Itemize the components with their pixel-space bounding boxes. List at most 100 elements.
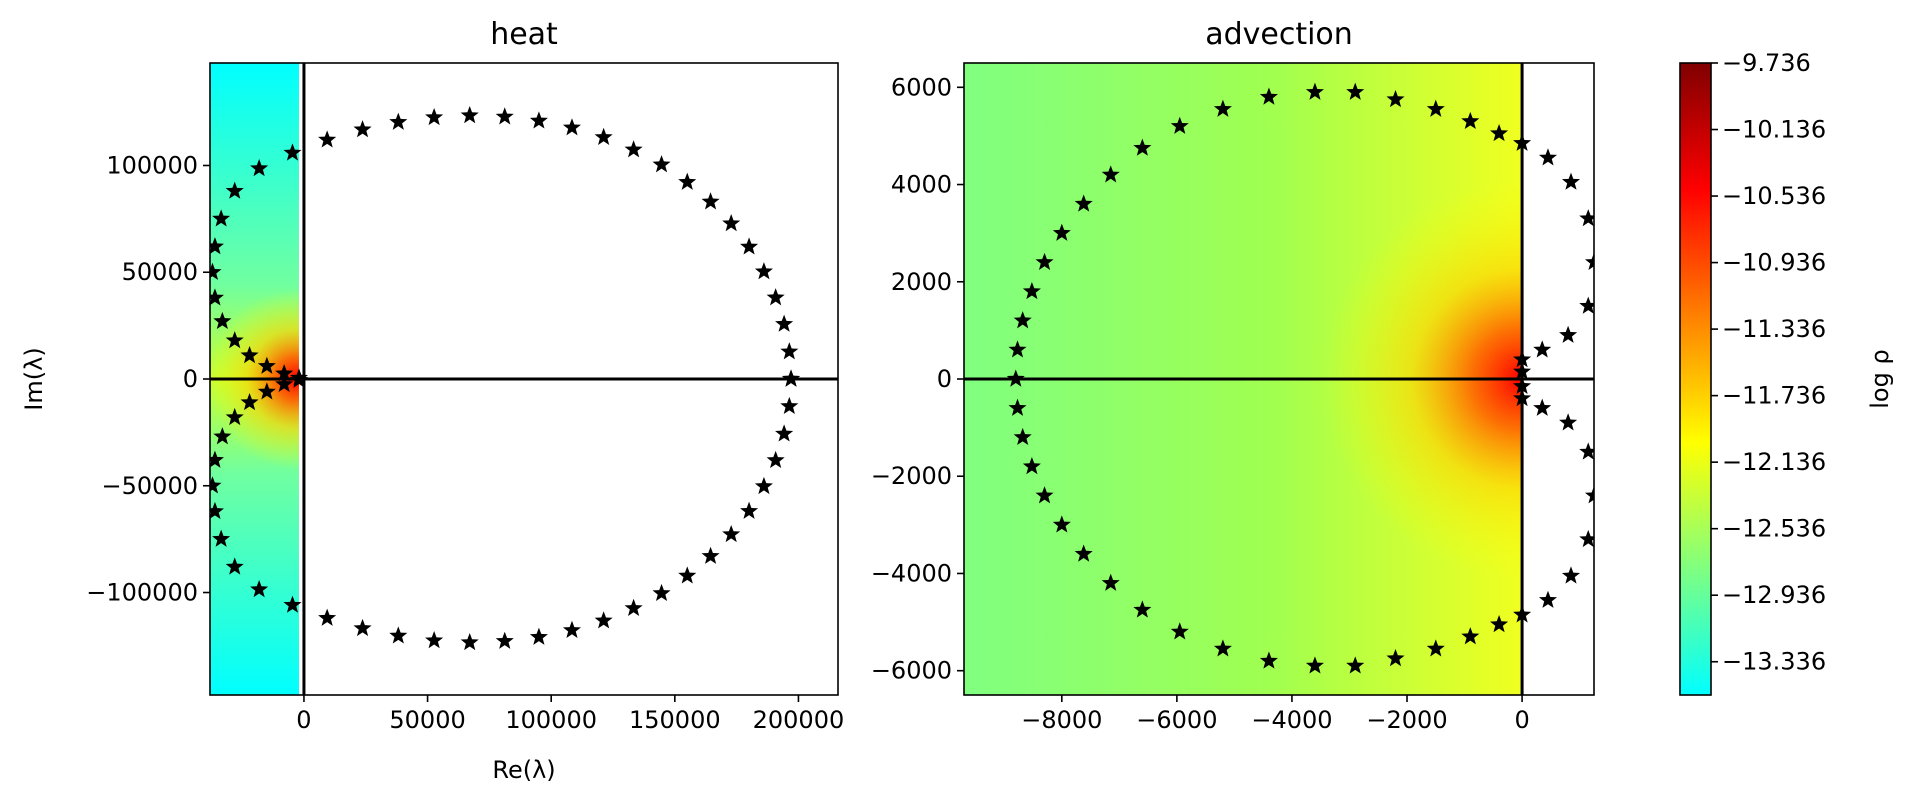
data-point — [1259, 651, 1278, 669]
data-point — [1008, 398, 1027, 416]
colorbar-tick-label: −9.736 — [1722, 49, 1811, 77]
data-point — [722, 214, 741, 232]
data-point — [1538, 590, 1558, 608]
data-point — [225, 557, 244, 575]
y-tick-label: −4000 — [871, 559, 952, 587]
data-point — [1170, 116, 1189, 134]
data-point — [1074, 544, 1093, 562]
y-tick-label: 0 — [183, 365, 198, 393]
data-point — [283, 143, 302, 161]
data-point — [1074, 194, 1093, 212]
data-point — [250, 158, 269, 177]
data-point — [754, 476, 773, 495]
y-tick-label: 100000 — [106, 151, 198, 179]
data-point — [1052, 515, 1071, 533]
data-point — [275, 364, 294, 382]
data-point — [225, 181, 244, 199]
x-tick-label: 100000 — [505, 706, 597, 734]
x-tick-label: 200000 — [753, 706, 845, 734]
data-point — [210, 450, 224, 468]
heat-y-label: Im(λ) — [20, 347, 48, 410]
heat-x-label: Re(λ) — [492, 756, 555, 784]
data-point — [1461, 111, 1480, 130]
data-point — [1013, 311, 1032, 329]
data-point — [1559, 325, 1578, 343]
data-point — [1101, 573, 1120, 591]
advection-title: advection — [1205, 17, 1353, 52]
data-point — [781, 369, 801, 387]
data-point — [1035, 252, 1054, 271]
colorbar-tick-label: −10.936 — [1722, 249, 1826, 277]
data-point — [1022, 457, 1041, 475]
data-point — [1461, 627, 1480, 645]
colorbar-tick-label: −12.936 — [1722, 581, 1826, 609]
data-point — [780, 396, 799, 415]
data-point — [1006, 369, 1025, 387]
data-point — [1579, 209, 1594, 227]
y-tick-label: −100000 — [86, 579, 198, 607]
data-point — [775, 314, 794, 332]
y-tick-label: 50000 — [122, 258, 198, 286]
data-point — [652, 583, 671, 602]
data-point — [318, 608, 337, 626]
colorbar-tick-label: −12.136 — [1722, 448, 1826, 476]
data-point — [495, 631, 514, 649]
heat-title: heat — [490, 17, 558, 52]
data-point — [780, 342, 799, 360]
x-tick-label: −8000 — [1021, 706, 1102, 734]
heat-plot-area — [210, 63, 838, 695]
y-tick-label: 0 — [937, 365, 952, 393]
data-point — [318, 130, 337, 148]
data-point — [678, 566, 697, 584]
x-tick-label: 0 — [296, 706, 311, 734]
data-point — [529, 627, 548, 645]
colorbar-frame — [1679, 62, 1712, 696]
data-point — [1346, 82, 1365, 100]
data-point — [722, 524, 741, 543]
data-point — [1513, 605, 1532, 623]
advection-points — [1006, 82, 1594, 674]
data-point — [240, 392, 259, 411]
data-point — [1538, 148, 1558, 166]
data-point — [740, 237, 759, 255]
data-point — [275, 374, 294, 393]
data-point — [213, 311, 232, 330]
data-point — [1513, 388, 1532, 407]
data-point — [766, 450, 785, 469]
heat-points — [210, 106, 801, 651]
data-point — [1013, 427, 1032, 446]
data-point — [594, 127, 613, 145]
data-point — [1533, 398, 1552, 416]
data-point — [210, 288, 224, 306]
data-point — [1490, 123, 1509, 142]
advection-panel: −8000 −6000 −4000 −2000 0 6000 4000 2000 0 −2000… — [871, 17, 1595, 734]
data-point — [1513, 350, 1532, 368]
data-point — [225, 407, 244, 426]
data-point — [1305, 656, 1324, 674]
data-point — [701, 546, 720, 564]
data-point — [1490, 615, 1509, 633]
data-point — [1133, 138, 1152, 156]
data-point — [210, 501, 224, 520]
data-point — [1386, 649, 1405, 667]
data-point — [1426, 639, 1445, 657]
data-point — [1559, 413, 1578, 431]
data-point — [1579, 442, 1594, 460]
y-tick-label: −50000 — [102, 472, 198, 500]
data-point — [1513, 362, 1532, 380]
y-tick-label: 2000 — [891, 268, 952, 296]
x-tick-label: −2000 — [1366, 706, 1447, 734]
y-tick-label: 4000 — [891, 171, 952, 199]
colorbar-tick-label: −11.336 — [1722, 315, 1826, 343]
data-point — [624, 598, 643, 616]
advection-y-ticks: 6000 4000 2000 0 −2000 −4000 −6000 — [871, 73, 964, 685]
data-point — [529, 111, 548, 129]
data-point — [1579, 529, 1594, 548]
colorbar-gradient — [1680, 63, 1711, 695]
data-point — [1305, 82, 1324, 100]
data-point — [1052, 223, 1071, 241]
x-tick-label: 150000 — [629, 706, 721, 734]
data-point — [212, 209, 231, 227]
data-point — [240, 346, 259, 364]
